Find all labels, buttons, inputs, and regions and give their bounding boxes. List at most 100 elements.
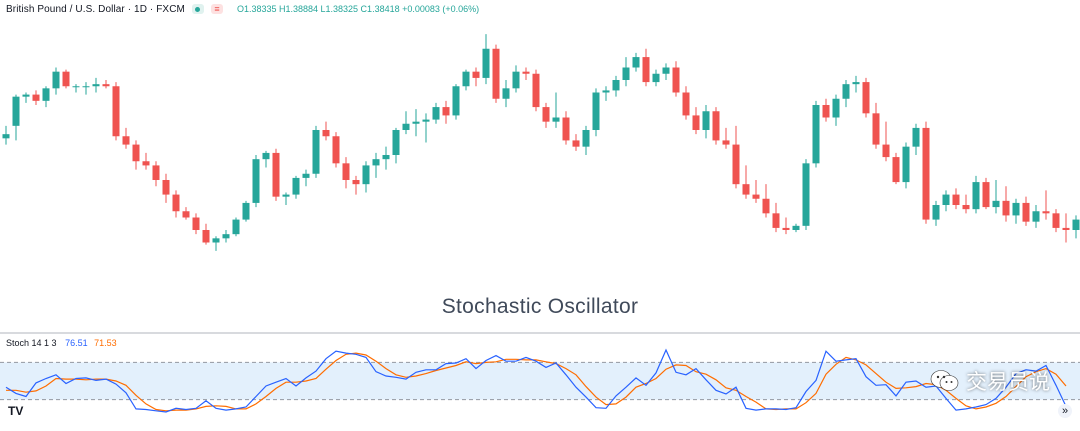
indicator-header[interactable]: Stoch 14 1 3 76.51 71.53 bbox=[6, 338, 117, 348]
candle-body bbox=[203, 230, 210, 243]
candle-body bbox=[383, 155, 390, 159]
candle-body bbox=[933, 205, 940, 220]
candle bbox=[503, 80, 510, 107]
candle bbox=[513, 65, 520, 92]
candle-body bbox=[1053, 213, 1060, 228]
candle bbox=[153, 161, 160, 186]
candle bbox=[353, 176, 360, 195]
candle bbox=[863, 78, 870, 118]
candle bbox=[1023, 197, 1030, 226]
candle bbox=[403, 111, 410, 134]
candle bbox=[683, 86, 690, 119]
candle bbox=[763, 184, 770, 217]
candle-body bbox=[423, 120, 430, 122]
candle-body bbox=[103, 84, 110, 86]
candle bbox=[23, 93, 30, 103]
candle bbox=[583, 126, 590, 155]
candle bbox=[543, 103, 550, 128]
candle bbox=[523, 68, 530, 81]
candle bbox=[323, 122, 330, 141]
candle-body bbox=[703, 111, 710, 130]
candle bbox=[73, 84, 80, 92]
eye-icon[interactable] bbox=[192, 4, 204, 14]
candle bbox=[273, 149, 280, 201]
candle-body bbox=[83, 86, 90, 87]
candle-body bbox=[463, 72, 470, 87]
candle bbox=[653, 70, 660, 87]
candle bbox=[1013, 199, 1020, 224]
candle-body bbox=[853, 82, 860, 84]
candle bbox=[703, 105, 710, 138]
tradingview-logo[interactable]: TV bbox=[8, 404, 23, 418]
candle-body bbox=[73, 86, 80, 87]
candle bbox=[483, 34, 490, 84]
candle-body bbox=[243, 203, 250, 220]
candle bbox=[233, 218, 240, 237]
settings-icon[interactable]: ≡ bbox=[211, 4, 223, 14]
candle bbox=[43, 86, 50, 107]
candle-body bbox=[993, 201, 1000, 207]
candle bbox=[133, 140, 140, 169]
candle bbox=[393, 128, 400, 163]
candle bbox=[263, 151, 270, 168]
candle bbox=[783, 218, 790, 235]
candle-body bbox=[793, 226, 800, 230]
symbol-header: British Pound / U.S. Dollar · 1D · FXCM … bbox=[6, 2, 479, 16]
candle bbox=[83, 82, 90, 95]
candle-body bbox=[363, 165, 370, 184]
candle-body bbox=[453, 86, 460, 115]
candle-body bbox=[143, 161, 150, 165]
candle-body bbox=[403, 124, 410, 130]
candle bbox=[453, 84, 460, 119]
candle bbox=[903, 143, 910, 189]
candle-body bbox=[213, 238, 220, 242]
candle bbox=[103, 80, 110, 88]
candle bbox=[943, 190, 950, 211]
candle bbox=[953, 188, 960, 209]
candle-body bbox=[733, 145, 740, 185]
candle-body bbox=[223, 234, 230, 238]
indicator-name[interactable]: Stoch 14 1 3 bbox=[6, 338, 57, 348]
candle bbox=[853, 76, 860, 93]
candle-body bbox=[1063, 228, 1070, 230]
candle bbox=[723, 128, 730, 149]
candle-body bbox=[13, 97, 20, 126]
candle bbox=[773, 203, 780, 232]
candle-body bbox=[53, 72, 60, 89]
candle-body bbox=[23, 95, 30, 97]
candle-body bbox=[133, 145, 140, 162]
candle-body bbox=[863, 82, 870, 113]
candle-body bbox=[923, 128, 930, 220]
candle-body bbox=[193, 218, 200, 231]
candle-body bbox=[973, 182, 980, 209]
candle bbox=[1053, 209, 1060, 232]
candle bbox=[53, 68, 60, 95]
candle bbox=[833, 95, 840, 126]
candle bbox=[313, 126, 320, 178]
scroll-right-icon[interactable]: » bbox=[1058, 404, 1072, 418]
candle bbox=[243, 201, 250, 222]
candle-body bbox=[263, 153, 270, 159]
symbol-title[interactable]: British Pound / U.S. Dollar · 1D · FXCM bbox=[6, 4, 185, 15]
ohlc-readout: O1.38335 H1.38884 L1.38325 C1.38418 +0.0… bbox=[237, 4, 479, 14]
candle bbox=[1003, 186, 1010, 221]
candle-body bbox=[1073, 220, 1080, 230]
candle bbox=[373, 153, 380, 178]
candle-body bbox=[393, 130, 400, 155]
candle-body bbox=[613, 80, 620, 90]
candle-body bbox=[33, 95, 40, 101]
candle-body bbox=[713, 111, 720, 140]
candle-body bbox=[3, 134, 10, 138]
candle bbox=[253, 155, 260, 207]
candle bbox=[743, 165, 750, 198]
candle bbox=[283, 193, 290, 206]
candle-body bbox=[313, 130, 320, 174]
candle-body bbox=[233, 220, 240, 235]
candle-body bbox=[1003, 201, 1010, 216]
candle-body bbox=[353, 180, 360, 184]
candle-body bbox=[813, 105, 820, 163]
candle bbox=[1033, 205, 1040, 228]
watermark-text: 交易员说 bbox=[966, 366, 1050, 396]
